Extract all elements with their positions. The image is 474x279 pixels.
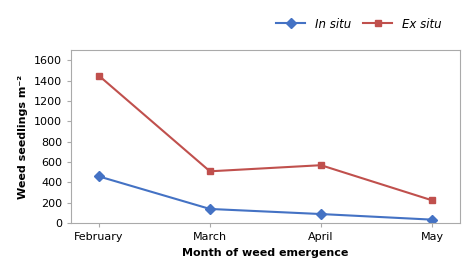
- X-axis label: Month of weed emergence: Month of weed emergence: [182, 248, 349, 258]
- Ex situ: [429, 199, 435, 202]
- In situ: [318, 212, 324, 216]
- In situ: [207, 207, 213, 211]
- In situ: [429, 218, 435, 221]
- Y-axis label: Weed seedlings m⁻²: Weed seedlings m⁻²: [18, 75, 28, 199]
- Ex situ: [207, 170, 213, 173]
- In situ: [96, 175, 102, 178]
- Line: In situ: In situ: [95, 173, 436, 223]
- Legend: In situ, Ex situ: In situ, Ex situ: [271, 13, 446, 35]
- Ex situ: [318, 163, 324, 167]
- Ex situ: [96, 74, 102, 77]
- Line: Ex situ: Ex situ: [95, 72, 436, 204]
